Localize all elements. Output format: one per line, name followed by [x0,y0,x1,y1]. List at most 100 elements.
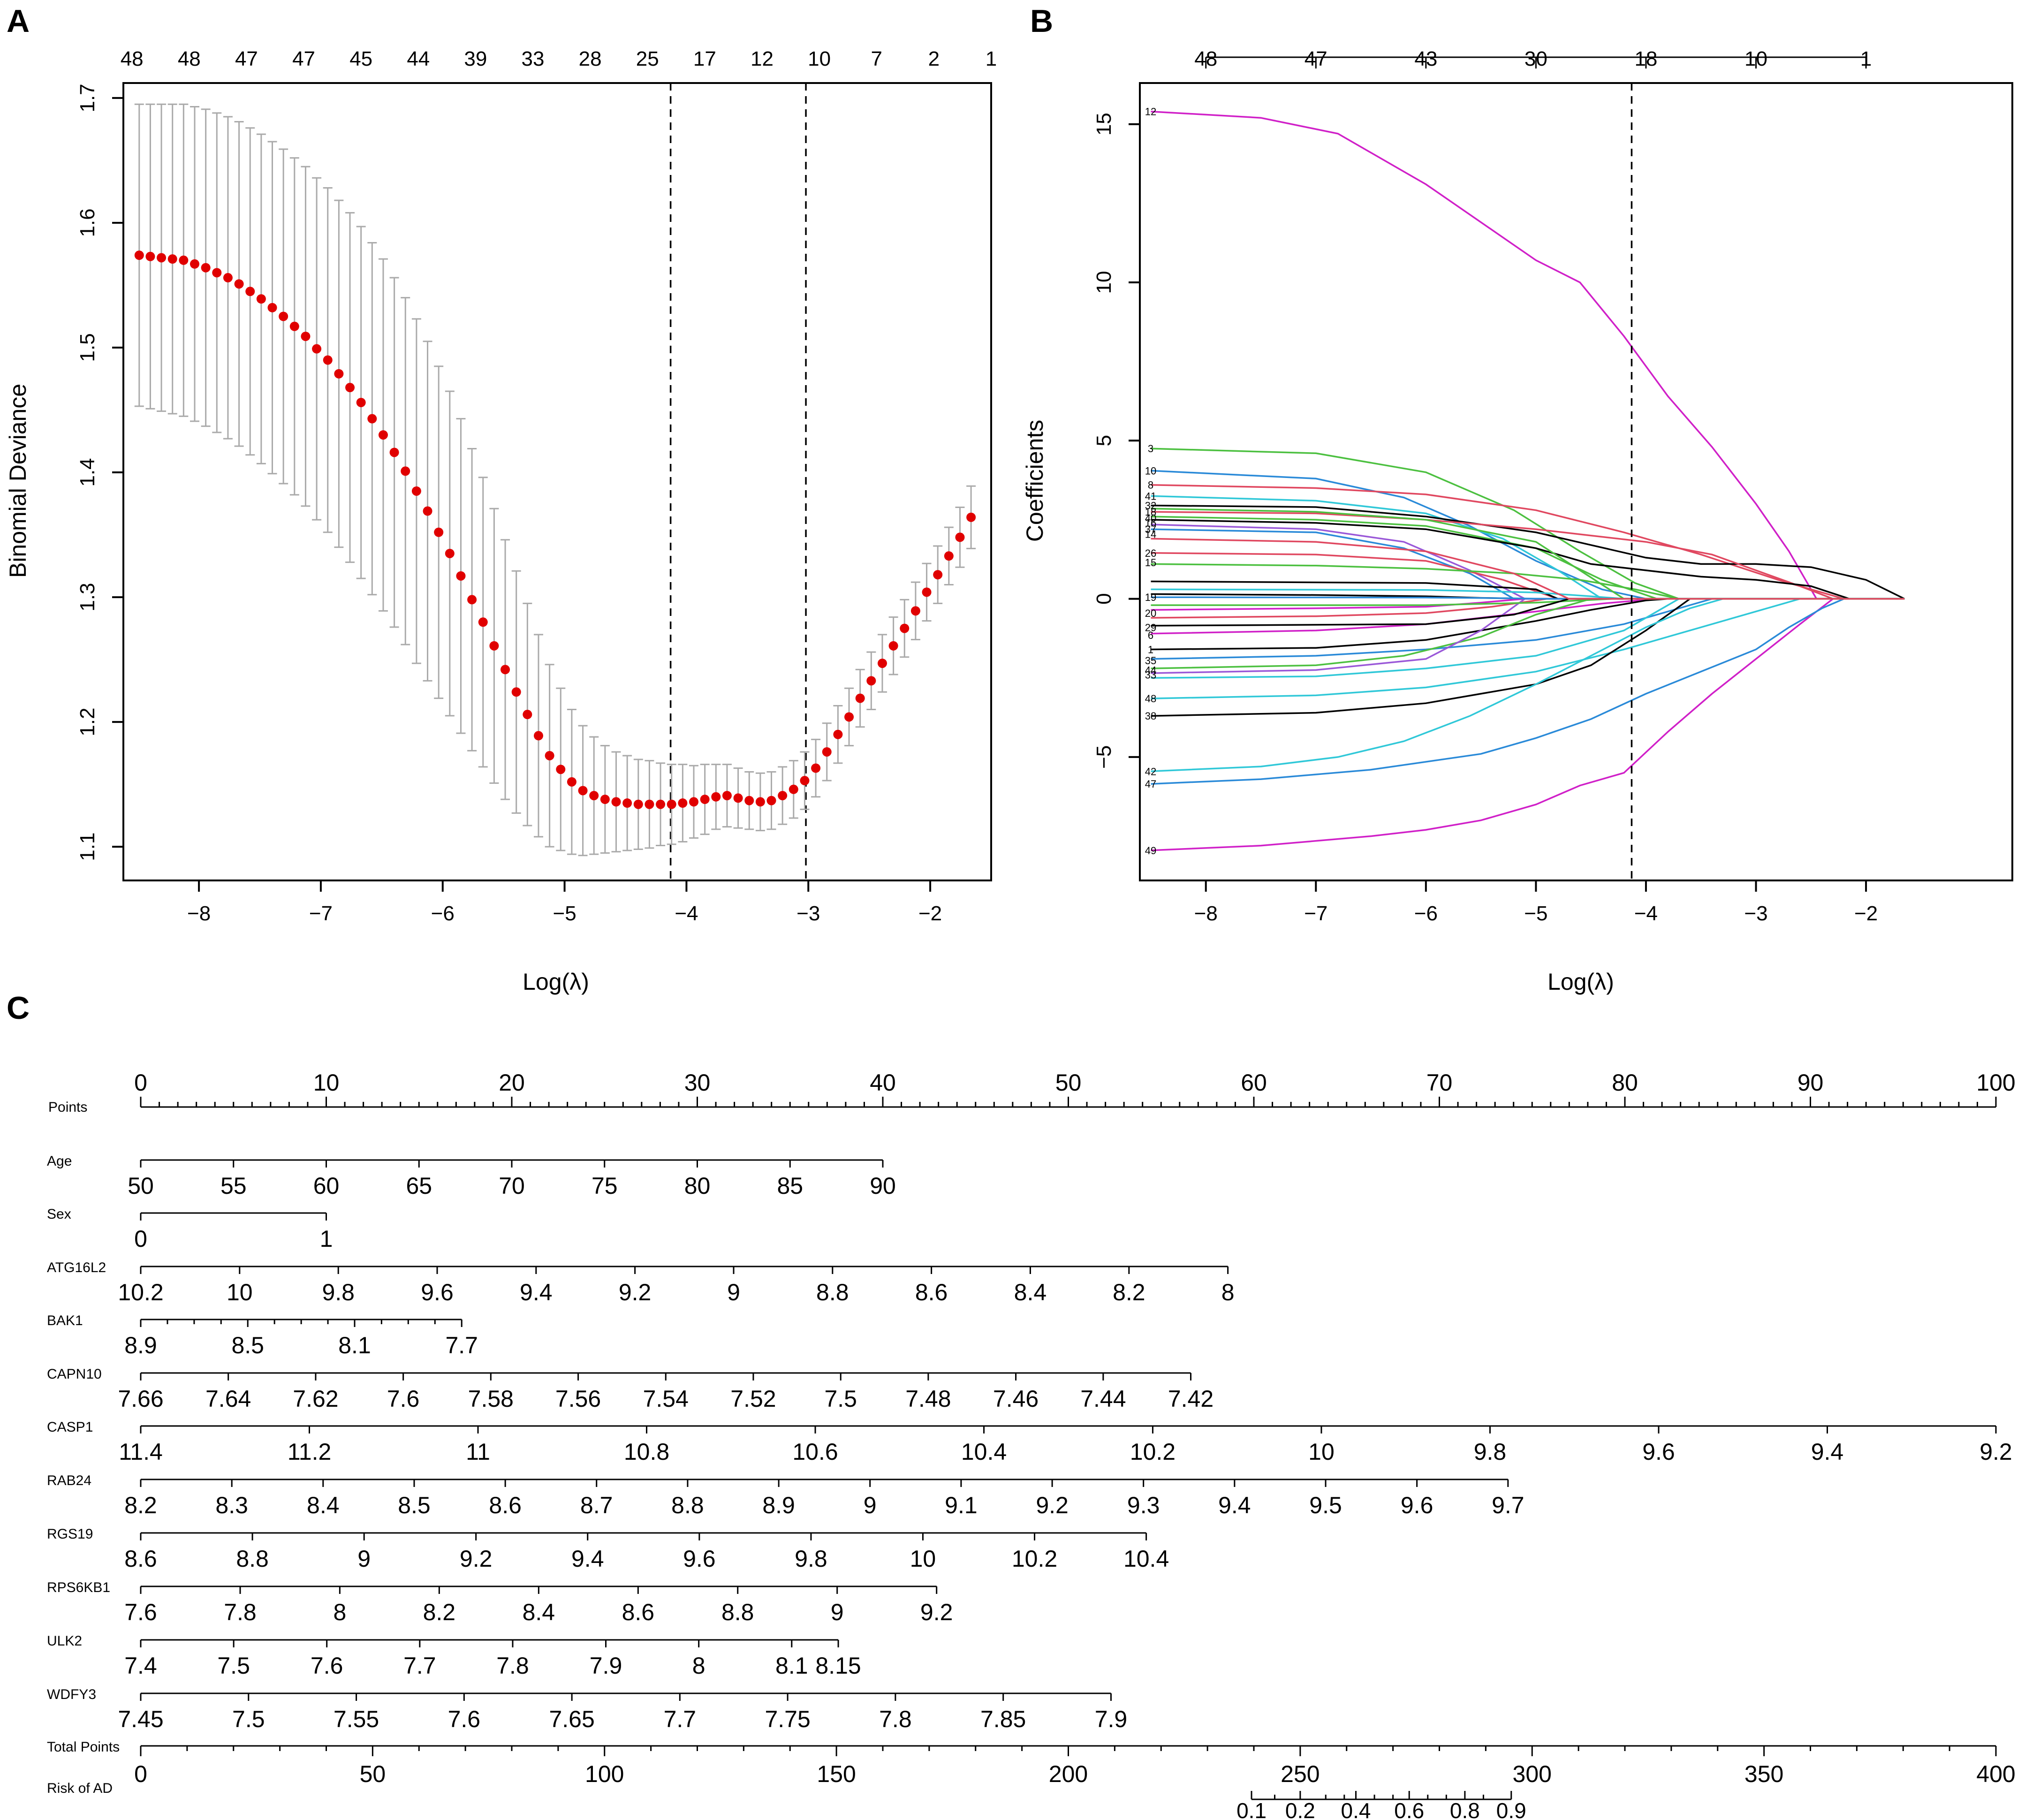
nomogram-row-tick-label: 7.52 [730,1386,776,1412]
nomogram-row-tick-label: 9.2 [920,1599,953,1625]
panel-b-curve-label: 26 [1145,547,1156,559]
nomogram-row-name: ULK2 [47,1633,82,1649]
panel-b-coefficient-path-47 [1151,598,1905,785]
panel-a-cv-point [212,268,222,278]
panel-a-x-tick-label: −6 [431,902,455,925]
panel-a-top-axis-label: 1 [986,47,997,70]
panel-b-curve-label: 6 [1148,629,1153,641]
panel-b-curve-label: 29 [1145,622,1156,633]
panel-a-top-axis-label: 33 [522,47,545,70]
panel-a-top-axis-label: 44 [407,47,430,70]
nomogram-row-tick-label: 8.4 [523,1599,555,1625]
nomogram-row-tick-label: 7.7 [403,1653,436,1679]
nomogram-row-tick-label: 7.54 [643,1386,689,1412]
panel-b-curve-label: 49 [1145,845,1156,857]
nomogram-row-tick-label: 9.6 [1642,1439,1675,1465]
nomogram-row-tick-label: 75 [592,1173,618,1199]
nomogram-row-tick-label: 8 [692,1653,705,1679]
nomogram-row-tick-label: 7.85 [980,1706,1026,1732]
nomogram-row-tick-label: 9 [727,1279,740,1305]
panel-a-cv-point [966,512,976,522]
panel-b-y-tick-label: 0 [1092,593,1115,604]
panel-a-cv-point [223,273,233,283]
nomogram-row-tick-label: 10.6 [792,1439,838,1465]
panel-b-top-axis-label: 30 [1524,47,1547,70]
nomogram-row-tick-label: 8.2 [124,1492,157,1518]
panel-a-cv-point [855,693,865,703]
nomogram-row-tick-label: 8.9 [762,1492,795,1518]
panel-b-x-tick-label: −4 [1634,902,1658,925]
nomogram-row-tick-label: 7.65 [549,1706,594,1732]
nomogram-points-tick-label: 10 [313,1069,340,1096]
nomogram-row-tick-label: 9.6 [421,1279,454,1305]
panel-a-cv-point [567,777,576,787]
panel-a-top-axis-label: 45 [349,47,372,70]
nomogram-row-tick-label: 7.7 [445,1332,478,1358]
panel-a-y-tick-label: 1.5 [76,333,99,362]
panel-a-x-tick-label: −7 [309,902,333,925]
nomogram-row-tick-label: 55 [220,1173,247,1199]
panel-b-curve-label: 38 [1145,710,1156,722]
nomogram-row-tick-label: 8.8 [671,1492,704,1518]
nomogram-total-points-tick-label: 250 [1281,1761,1320,1787]
nomogram-row-tick-label: 9.8 [322,1279,355,1305]
panel-a-cv-point [423,506,432,516]
panel-b-x-tick-label: −7 [1304,902,1327,925]
nomogram-row-tick-label: 7.45 [118,1706,163,1732]
nomogram-row-tick-label: 11 [466,1439,490,1465]
nomogram-row-tick-label: 7.46 [993,1386,1039,1412]
nomogram-row-name: WDFY3 [47,1687,96,1702]
nomogram-risk-tick-label: 0.9 [1496,1798,1526,1820]
panel-b-curve-label: 14 [1145,528,1156,540]
panel-a-y-axis-title: Binomial Deviance [5,384,31,578]
nomogram-total-points-tick-label: 50 [360,1761,386,1787]
panel-a-cv-point [811,763,821,773]
nomogram-row-tick-label: 10.8 [624,1439,669,1465]
panel-a-top-axis-label: 2 [928,47,940,70]
panel-a-cv-point [356,398,366,408]
nomogram-row-name: Age [47,1153,72,1169]
nomogram-row-tick-label: 10 [227,1279,253,1305]
panel-a-cv-point [467,595,477,605]
nomogram-row-name: CAPN10 [47,1366,102,1382]
nomogram-row-tick-label: 9.7 [1492,1492,1524,1518]
panel-a-cv-point [578,786,588,796]
panel-a-cv-point [888,641,898,651]
nomogram-row-tick-label: 10.2 [1130,1439,1176,1465]
panel-a-cv-point [533,731,543,741]
nomogram-points-tick-label: 20 [499,1069,525,1096]
panel-a-cv-point [456,571,466,581]
nomogram-row-tick-label: 7.8 [496,1653,529,1679]
nomogram-points-tick-label: 40 [870,1069,896,1096]
nomogram-row-tick-label: 7.5 [232,1706,265,1732]
panel-letter-c: C [7,990,30,1026]
panel-a-top-axis-label: 25 [636,47,659,70]
nomogram-total-points-tick-label: 0 [134,1761,147,1787]
nomogram-points-tick-label: 70 [1426,1069,1453,1096]
panel-b-curve-label: 35 [1145,655,1156,667]
nomogram-row-tick-label: 8.4 [307,1492,340,1518]
panel-a-cv-point [755,797,765,807]
panel-a-top-axis-label: 7 [871,47,882,70]
nomogram-row-name-points: Points [48,1100,87,1115]
nomogram-row-name: RAB24 [47,1473,91,1488]
nomogram-row-tick-label: 7.6 [448,1706,481,1732]
panel-b-coefficient-path-48 [1151,598,1905,699]
panel-b-plot-frame [1139,82,2013,881]
nomogram-row-tick-label: 9.8 [795,1546,827,1572]
nomogram-row-tick-label: 80 [684,1173,711,1199]
nomogram-row-tick-label: 8.9 [124,1332,157,1358]
panel-a-top-axis-label: 48 [178,47,201,70]
nomogram-row-tick-label: 8.4 [1014,1279,1047,1305]
nomogram-row-tick-label: 9.4 [520,1279,553,1305]
nomogram-row-tick-label: 8.2 [1113,1279,1145,1305]
panel-b-y-tick-label: −5 [1092,745,1115,769]
nomogram-row-name: RGS19 [47,1526,93,1542]
nomogram-row-tick-label: 9.2 [1979,1439,2012,1465]
panel-b-coefficient-path-16 [1151,519,1905,600]
nomogram-row-name-risk: Risk of AD [47,1781,113,1796]
panel-a-top-axis-label: 39 [464,47,487,70]
nomogram-row-tick-label: 9.5 [1309,1492,1342,1518]
panel-a-cv-point [844,712,854,722]
